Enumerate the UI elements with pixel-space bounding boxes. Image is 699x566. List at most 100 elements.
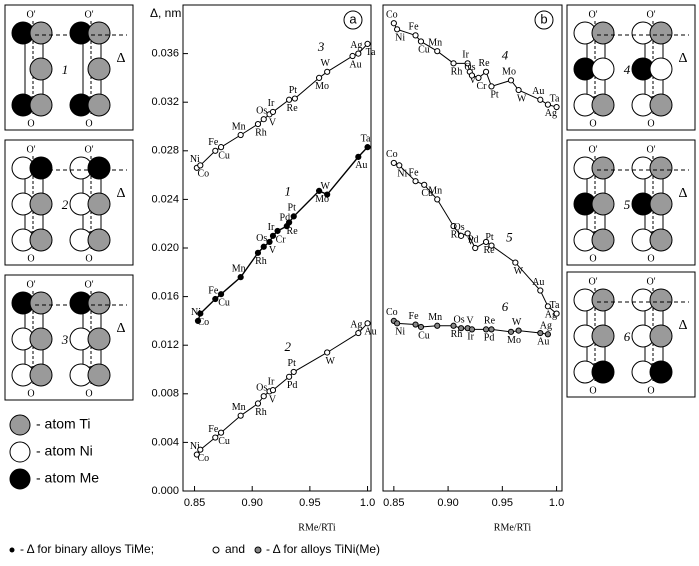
point-label: Ta — [366, 47, 376, 58]
origin-label: O — [27, 388, 34, 399]
data-point — [197, 446, 204, 453]
data-point — [197, 162, 204, 169]
point-label: Mn — [232, 402, 246, 413]
point-label: Mn — [428, 186, 442, 197]
data-point — [355, 50, 362, 57]
point-label: Re — [287, 226, 299, 237]
point-label: Co — [197, 453, 209, 464]
data-point — [212, 147, 219, 154]
atom — [649, 192, 673, 216]
atom — [649, 57, 673, 81]
origin-label: O — [589, 385, 596, 396]
point-label: Co — [386, 10, 398, 21]
data-point — [544, 303, 551, 310]
point-label: Pt — [490, 90, 499, 101]
x-axis-label: RMe/RTi — [298, 522, 336, 533]
atom — [591, 21, 615, 45]
y-axis-label: Δ, nm — [150, 6, 181, 20]
data-point — [286, 219, 293, 226]
y-tick-label: 0.032 — [151, 96, 179, 108]
data-point — [537, 329, 544, 337]
data-point — [355, 329, 362, 337]
atom — [29, 228, 53, 252]
atom — [591, 324, 615, 348]
delta-label: Δ — [116, 321, 125, 336]
data-point — [291, 95, 298, 102]
data-point — [364, 144, 371, 151]
data-point — [193, 451, 200, 458]
point-label: Ta — [361, 133, 371, 144]
y-tick-label: 0.008 — [151, 388, 179, 400]
caption-text: - Δ for binary alloys TiMe; — [20, 542, 154, 556]
x-tick-label: 1.0 — [360, 497, 375, 509]
point-label: Fe — [208, 424, 219, 435]
data-point — [274, 227, 281, 235]
atom — [29, 93, 53, 117]
diagram-number: 5 — [624, 197, 631, 212]
point-label: V — [269, 245, 277, 256]
origin-label: O — [647, 385, 654, 396]
point-label: Os — [454, 314, 465, 325]
data-point — [488, 242, 495, 249]
legend-label: - atom Ti — [36, 416, 90, 432]
data-point — [507, 328, 515, 335]
atom — [649, 93, 673, 117]
point-label: Mo — [502, 67, 516, 78]
data-point — [482, 326, 490, 333]
origin-prime-label: O' — [84, 144, 93, 155]
plot-frame — [182, 4, 372, 492]
x-tick-label: 0.95 — [492, 497, 513, 509]
data-point — [324, 191, 331, 198]
data-point — [324, 349, 331, 356]
point-label: Os — [256, 106, 267, 117]
data-point — [515, 327, 522, 334]
delta-label: Δ — [678, 51, 687, 66]
point-label: Ag — [350, 319, 362, 330]
point-label: W — [320, 58, 330, 69]
atom — [649, 324, 673, 348]
y-tick-label: 0.036 — [151, 48, 179, 60]
origin-label: O — [647, 118, 654, 129]
series-label: 3 — [317, 39, 325, 54]
atom — [591, 93, 615, 117]
data-point — [290, 213, 297, 220]
point-label: Cr — [476, 81, 487, 92]
data-point — [254, 400, 262, 407]
legend-label: - atom Ni — [36, 443, 93, 459]
data-point — [237, 274, 244, 281]
atom — [29, 327, 53, 351]
diagram-number: 6 — [624, 329, 631, 344]
data-point — [290, 368, 297, 376]
data-point — [537, 96, 544, 103]
point-label: Cu — [421, 188, 433, 199]
point-label: Rh — [451, 229, 463, 240]
point-label: Ni — [190, 441, 200, 452]
point-label: Rh — [255, 407, 267, 418]
series-label: 6 — [502, 299, 509, 314]
data-point — [355, 153, 362, 160]
origin-label: O — [85, 118, 92, 129]
origin-prime-label: O' — [84, 279, 93, 290]
data-point — [266, 238, 273, 246]
atom — [29, 21, 53, 45]
data-point — [254, 120, 262, 128]
data-point — [434, 48, 441, 55]
point-label: Ta — [550, 93, 560, 104]
x-tick-label: 0.90 — [241, 497, 262, 509]
data-point — [269, 232, 277, 239]
caption-gray — [254, 546, 262, 554]
data-point — [260, 243, 267, 250]
point-label: Rh — [255, 256, 267, 267]
caption-open — [212, 546, 220, 554]
point-label: V — [269, 395, 277, 406]
point-label: Au — [532, 277, 544, 288]
point-label: Fe — [208, 285, 219, 296]
point-label: Pt — [485, 232, 494, 243]
point-label: Fe — [208, 137, 219, 148]
atom — [591, 192, 615, 216]
caption-dot — [9, 547, 15, 553]
diagram-number: 2 — [62, 197, 69, 212]
atom — [87, 93, 111, 117]
